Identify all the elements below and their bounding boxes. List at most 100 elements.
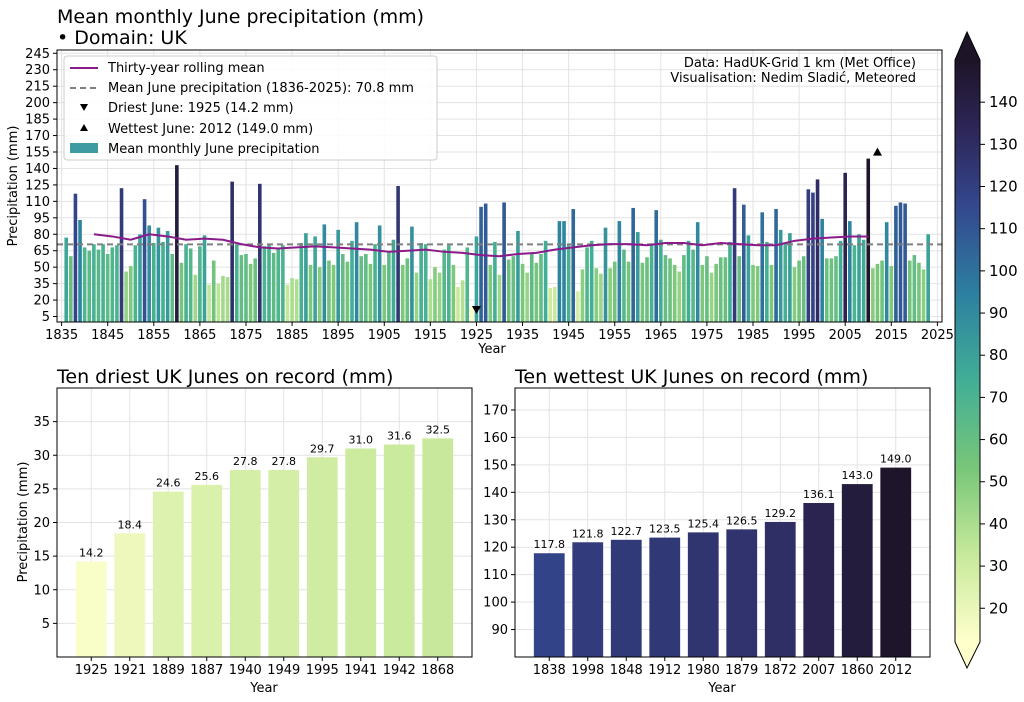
x-tick-label: 1895: [322, 328, 355, 343]
y-tick-label: 5: [42, 310, 50, 325]
bar-1957: [622, 249, 626, 322]
bar-1851: [133, 245, 138, 322]
dry-bar-label: 27.8: [272, 455, 297, 468]
bar-1935: [520, 263, 525, 322]
bar-1990: [774, 209, 778, 322]
bar-1992: [783, 243, 788, 322]
x-tick-label: 1940: [229, 663, 262, 678]
x-tick-label: 1955: [598, 328, 631, 343]
bar-1936: [525, 272, 529, 322]
bar-1855: [151, 243, 156, 322]
x-tick-label: 2025: [921, 328, 954, 343]
bar-2009: [861, 239, 866, 322]
bar-1963: [649, 245, 654, 322]
y-tick-label: 100: [483, 596, 508, 611]
bar-2016: [894, 205, 898, 322]
bar-1860: [175, 165, 179, 322]
bar-1915: [428, 279, 433, 322]
y-tick-label: 130: [483, 513, 508, 528]
wettest-chart: Ten wettest UK Junes on record (mm) 117.…: [483, 366, 931, 696]
bar-1881: [271, 252, 276, 322]
bar-1923: [465, 247, 470, 322]
bar-1927: [483, 203, 488, 322]
x-tick-label: 1925: [75, 663, 108, 678]
dry-bar-label: 29.7: [310, 442, 335, 455]
x-tick-label: 1885: [276, 328, 309, 343]
bar-1918: [442, 249, 446, 322]
y-tick-label: 110: [25, 195, 50, 210]
bar-2014: [884, 222, 889, 322]
y-tick-label: 35: [33, 277, 50, 292]
bar-1951: [594, 268, 599, 322]
colorbar-tick-label: 90: [989, 304, 1008, 322]
bar-2019: [907, 260, 912, 322]
bar-1906: [387, 251, 391, 322]
wet-bar-2007: [803, 503, 835, 657]
bar-1892: [322, 224, 327, 322]
x-tick-label: 1915: [414, 328, 447, 343]
wet-bar-1860: [841, 484, 873, 657]
bar-1960: [635, 232, 640, 322]
colorbar-tick-label: 20: [989, 599, 1008, 617]
dry-bar-1942: [383, 444, 415, 657]
bar-1867: [207, 284, 211, 322]
wet-bar-1872: [764, 521, 796, 657]
y-tick-label: 15: [33, 550, 50, 565]
bar-2018: [903, 203, 907, 322]
bar-1846: [110, 247, 115, 322]
bar-1948: [580, 269, 585, 322]
legend-box: [63, 55, 438, 161]
wet-bar-label: 123.5: [649, 523, 681, 536]
rolling-mean-line: [93, 233, 869, 258]
bar-1920: [451, 264, 456, 322]
wettest-y-ticks: 90 100 110 120 130 140 150 160 170: [483, 403, 515, 638]
bar-1945: [566, 245, 571, 322]
bar-2004: [838, 240, 843, 322]
wettest-chart-title: Ten wettest UK Junes on record (mm): [514, 366, 868, 388]
bar-1896: [340, 254, 345, 322]
bar-1922: [460, 280, 465, 322]
driest-x-ticks: 1925 1921 1889 1887 1940 1949 1995 1941 1942 1868: [75, 657, 454, 678]
y-tick-label: 20: [33, 516, 50, 531]
y-tick-label: 50: [33, 261, 50, 276]
bar-1993: [788, 233, 792, 322]
y-tick-label: 125: [25, 178, 50, 193]
dry-bar-1887: [191, 484, 223, 657]
bar-2023: [926, 234, 930, 322]
bar-1975: [705, 256, 709, 322]
bar-1988: [765, 241, 769, 322]
colorbar-tick-label: 50: [989, 473, 1008, 491]
y-tick-label: 20: [33, 294, 50, 309]
bar-1859: [170, 254, 175, 322]
bar-1984: [746, 235, 751, 322]
bar-1961: [640, 262, 645, 322]
wettest-plot-frame: [514, 387, 931, 658]
colorbar-extend-top: [955, 32, 980, 60]
x-tick-label: 1875: [229, 328, 262, 343]
bar-1925: [474, 236, 479, 322]
wettest-x-ticks: 1838 1998 1848 1912 1980 1879 1872 2007 1860 2012: [533, 657, 912, 678]
bar-1998: [811, 192, 815, 322]
colorbar-tick-label: 30: [989, 557, 1008, 575]
main-x-ticks: 1835 1845 1855 1865 1875 1885 1895 1905 1915 1925…: [45, 322, 954, 343]
bar-1877: [253, 258, 258, 322]
wet-bar-label: 117.8: [534, 538, 566, 551]
colorbar-extend-bottom: [955, 642, 980, 668]
bar-1974: [700, 264, 705, 322]
colorbar-ticks: 20 30 40 50 60 70 80 90 100 110 120 130 140: [980, 93, 1018, 617]
bar-1971: [686, 240, 691, 322]
dry-bar-1921: [114, 533, 146, 657]
bar-1985: [751, 264, 755, 322]
x-tick-label: 1860: [841, 663, 874, 678]
bar-1861: [179, 262, 184, 322]
wet-bar-1838: [533, 553, 565, 657]
y-tick-label: 110: [483, 568, 508, 583]
dry-bar-label: 24.6: [156, 477, 181, 490]
wet-bar-label: 129.2: [765, 507, 797, 520]
y-tick-label: 150: [483, 458, 508, 473]
bar-1991: [778, 229, 783, 322]
bar-2012: [875, 263, 880, 322]
y-tick-label: 140: [483, 486, 508, 501]
